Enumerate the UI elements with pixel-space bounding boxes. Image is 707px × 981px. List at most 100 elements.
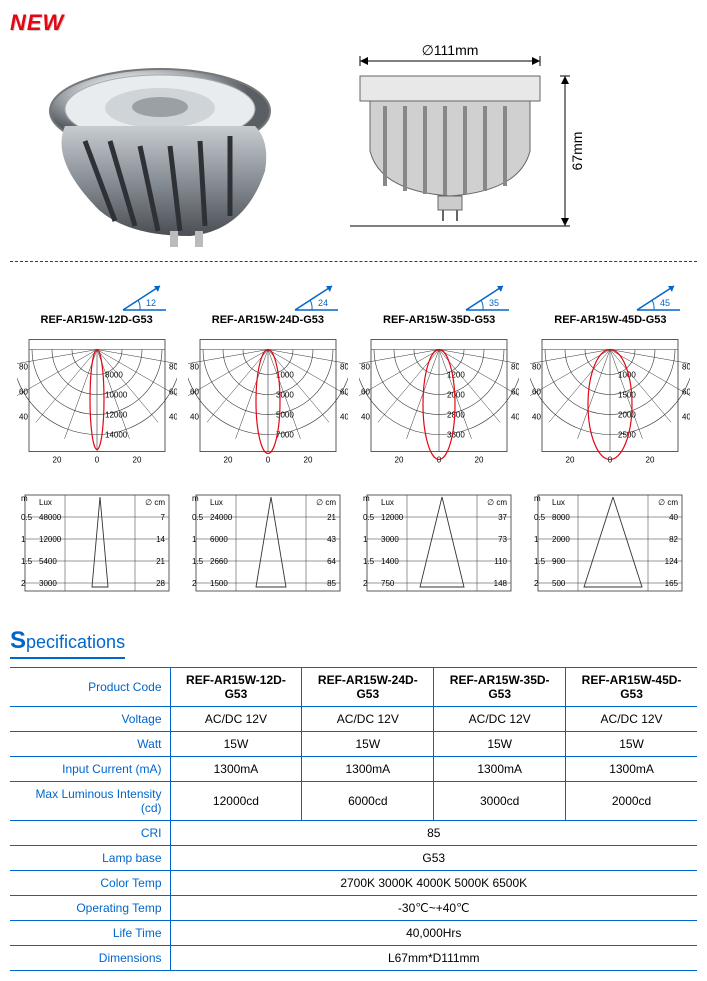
svg-text:1500: 1500 <box>210 579 228 588</box>
svg-text:7000: 7000 <box>276 431 294 440</box>
svg-text:80: 80 <box>340 363 348 372</box>
specs-label: Input Current (mA) <box>10 757 170 782</box>
specs-value: 3000cd <box>434 782 566 821</box>
lux-cone-chart: m Lux ∅ cm 0.580004012000821.59001242500… <box>530 482 690 602</box>
svg-text:64: 64 <box>327 557 336 566</box>
svg-text:m: m <box>363 494 370 503</box>
svg-text:21: 21 <box>156 557 165 566</box>
svg-text:20: 20 <box>395 456 404 465</box>
svg-text:21: 21 <box>327 513 336 522</box>
specs-row: VoltageAC/DC 12VAC/DC 12VAC/DC 12VAC/DC … <box>10 707 697 732</box>
svg-text:0.5: 0.5 <box>363 513 375 522</box>
polar-chart: 1000300050007000 808060604040 20020 <box>188 332 348 472</box>
svg-text:124: 124 <box>665 557 679 566</box>
specs-value: 6000cd <box>302 782 434 821</box>
svg-text:12: 12 <box>146 298 156 308</box>
svg-text:148: 148 <box>494 579 508 588</box>
svg-text:12000: 12000 <box>381 513 404 522</box>
svg-text:1: 1 <box>192 535 197 544</box>
specifications-section: Specifications Product CodeREF-AR15W-12D… <box>10 627 697 971</box>
svg-text:60: 60 <box>19 388 28 397</box>
charts-grid: 12 REF-AR15W-12D-G53 8000100001200014000… <box>10 282 697 602</box>
specs-label: Color Temp <box>10 871 170 896</box>
svg-text:28: 28 <box>156 579 165 588</box>
svg-text:3000: 3000 <box>276 391 294 400</box>
beam-angle-icon: 35 <box>461 282 511 312</box>
svg-text:14000: 14000 <box>105 431 128 440</box>
lux-cone-chart: m Lux ∅ cm 0.5480007112000141.5540021230… <box>17 482 177 602</box>
svg-text:20: 20 <box>223 456 232 465</box>
specs-value: 1300mA <box>302 757 434 782</box>
specs-value: AC/DC 12V <box>302 707 434 732</box>
svg-text:0.5: 0.5 <box>192 513 204 522</box>
chart-title: REF-AR15W-35D-G53 <box>383 314 495 326</box>
svg-text:10000: 10000 <box>105 391 128 400</box>
svg-text:80: 80 <box>532 363 541 372</box>
svg-text:2: 2 <box>192 579 197 588</box>
svg-text:3600: 3600 <box>447 431 465 440</box>
polar-chart: 8000100001200014000 808060604040 20020 <box>17 332 177 472</box>
specs-row: DimensionsL67mm*D111mm <box>10 946 697 971</box>
svg-text:500: 500 <box>552 579 566 588</box>
specs-label: Dimensions <box>10 946 170 971</box>
svg-text:Lux: Lux <box>210 498 223 507</box>
chart-column: 35 REF-AR15W-35D-G53 1200200028003600 80… <box>358 282 521 602</box>
specs-row: Color Temp2700K 3000K 4000K 5000K 6500K <box>10 871 697 896</box>
specs-value: REF-AR15W-35D-G53 <box>434 668 566 707</box>
svg-text:40: 40 <box>19 413 28 422</box>
specs-value: 15W <box>170 732 302 757</box>
specs-value: 12000cd <box>170 782 302 821</box>
svg-text:110: 110 <box>494 557 507 566</box>
svg-text:24000: 24000 <box>210 513 233 522</box>
lux-cone-chart: m Lux ∅ cm 0.5120003713000731.5140011027… <box>359 482 519 602</box>
svg-text:60: 60 <box>190 388 199 397</box>
svg-text:60: 60 <box>361 388 370 397</box>
svg-text:80: 80 <box>361 363 370 372</box>
new-badge: NEW <box>10 10 697 36</box>
specs-label: CRI <box>10 821 170 846</box>
svg-text:Lux: Lux <box>552 498 565 507</box>
svg-text:∅ cm: ∅ cm <box>487 498 507 507</box>
svg-text:8000: 8000 <box>552 513 570 522</box>
chart-title: REF-AR15W-24D-G53 <box>212 314 324 326</box>
specs-value: 1300mA <box>434 757 566 782</box>
svg-text:82: 82 <box>669 535 678 544</box>
specs-value: AC/DC 12V <box>170 707 302 732</box>
svg-text:80: 80 <box>169 363 177 372</box>
product-photo <box>30 41 290 251</box>
svg-text:1.5: 1.5 <box>192 557 204 566</box>
chart-column: 12 REF-AR15W-12D-G53 8000100001200014000… <box>15 282 178 602</box>
svg-text:6000: 6000 <box>210 535 228 544</box>
svg-text:40: 40 <box>511 413 519 422</box>
svg-text:m: m <box>192 494 199 503</box>
svg-text:0.5: 0.5 <box>21 513 33 522</box>
svg-text:73: 73 <box>498 535 507 544</box>
specs-value: 2000cd <box>566 782 697 821</box>
svg-text:Lux: Lux <box>381 498 394 507</box>
specs-label: Voltage <box>10 707 170 732</box>
svg-text:∅ cm: ∅ cm <box>145 498 165 507</box>
svg-text:20: 20 <box>303 456 312 465</box>
specs-label: Operating Temp <box>10 896 170 921</box>
svg-text:750: 750 <box>381 579 395 588</box>
svg-text:60: 60 <box>340 388 348 397</box>
svg-text:80: 80 <box>19 363 28 372</box>
specs-value: 1300mA <box>566 757 697 782</box>
beam-angle-icon: 24 <box>290 282 340 312</box>
specs-label: Max Luminous Intensity (cd) <box>10 782 170 821</box>
specs-row: Product CodeREF-AR15W-12D-G53REF-AR15W-2… <box>10 668 697 707</box>
svg-text:1400: 1400 <box>381 557 399 566</box>
divider <box>10 261 697 262</box>
specs-value: 15W <box>302 732 434 757</box>
svg-text:1200: 1200 <box>447 371 465 380</box>
chart-column: 24 REF-AR15W-24D-G53 1000300050007000 80… <box>186 282 349 602</box>
svg-text:∅ cm: ∅ cm <box>659 498 679 507</box>
svg-text:12000: 12000 <box>105 411 128 420</box>
svg-text:2: 2 <box>21 579 26 588</box>
svg-text:3000: 3000 <box>381 535 399 544</box>
specs-value: 40,000Hrs <box>170 921 697 946</box>
svg-text:14: 14 <box>156 535 165 544</box>
dimension-drawing: ∅111mm <box>330 41 590 251</box>
svg-text:1.5: 1.5 <box>21 557 33 566</box>
specs-value: 15W <box>434 732 566 757</box>
